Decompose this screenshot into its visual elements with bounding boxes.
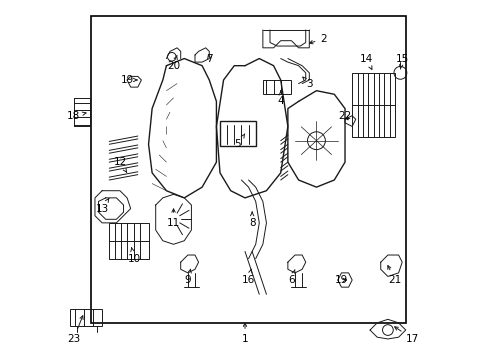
Text: 19: 19: [121, 75, 137, 85]
Bar: [109, 223, 148, 258]
Text: 2: 2: [309, 34, 327, 44]
Text: 11: 11: [167, 209, 180, 228]
Bar: [220, 121, 256, 146]
Text: 3: 3: [303, 77, 313, 89]
Bar: [352, 73, 395, 137]
Text: 7: 7: [206, 54, 213, 64]
Text: 14: 14: [360, 54, 373, 69]
Bar: [70, 309, 102, 327]
Text: 6: 6: [288, 270, 295, 285]
Text: 8: 8: [249, 212, 255, 228]
Text: 1: 1: [242, 323, 248, 344]
Bar: [263, 80, 292, 94]
Text: 23: 23: [67, 316, 83, 344]
Text: 13: 13: [96, 198, 109, 213]
Text: 16: 16: [242, 269, 255, 285]
Text: 9: 9: [185, 269, 191, 285]
Text: 15: 15: [395, 54, 409, 69]
Text: 4: 4: [277, 91, 284, 107]
Text: 12: 12: [113, 157, 127, 172]
Text: 20: 20: [167, 55, 180, 71]
Text: 17: 17: [394, 327, 419, 344]
Text: 22: 22: [339, 111, 352, 121]
Text: 10: 10: [128, 248, 141, 264]
Text: 21: 21: [388, 266, 402, 285]
Text: 19: 19: [335, 275, 348, 285]
Text: 18: 18: [67, 111, 86, 121]
Text: 5: 5: [235, 134, 245, 149]
Bar: [92, 16, 406, 323]
